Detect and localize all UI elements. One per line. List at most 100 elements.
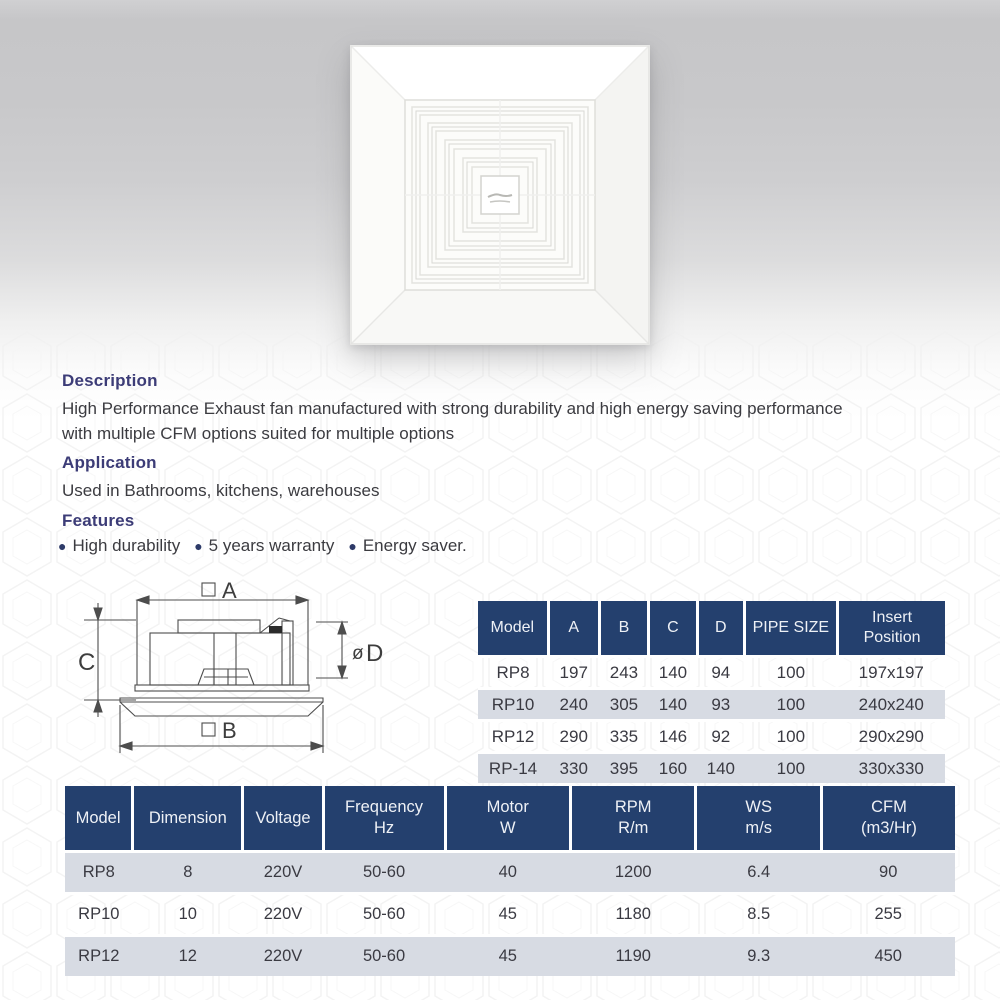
table-cell: 100 bbox=[744, 751, 838, 783]
table-cell: 140 bbox=[648, 655, 698, 689]
feature-item: ● Energy saver. bbox=[348, 536, 466, 556]
feature-item: ● 5 years warranty bbox=[194, 536, 334, 556]
dimension-table: Model A B C D PIPE SIZE Insert Position RP8 197… bbox=[478, 601, 945, 783]
table-cell: 100 bbox=[744, 655, 838, 689]
column-header: RPM R/m bbox=[570, 786, 698, 852]
table-cell: 290x290 bbox=[837, 719, 945, 753]
fan-center-brand-label bbox=[480, 175, 520, 215]
table-row: RP12 290 335 146 92 100 290x290 bbox=[478, 719, 945, 753]
dimension-drawing: A B C ø D bbox=[78, 578, 383, 753]
column-header: Voltage bbox=[242, 786, 325, 852]
table-cell: 255 bbox=[821, 892, 955, 936]
table-cell: 450 bbox=[821, 934, 955, 976]
table-cell: 140 bbox=[648, 687, 698, 721]
diagram-label-d-prefix: ø bbox=[352, 643, 364, 664]
application-text: Used in Bathrooms, kitchens, warehouses bbox=[62, 481, 380, 500]
table-cell: 243 bbox=[599, 655, 649, 689]
table-cell: RP-14 bbox=[478, 751, 549, 783]
column-header: D bbox=[697, 601, 746, 657]
diagram-label-c: C bbox=[78, 649, 95, 676]
feature-label: Energy saver. bbox=[362, 536, 467, 555]
column-header: Model bbox=[65, 786, 135, 852]
table-cell: 240 bbox=[548, 687, 600, 721]
table-cell: 40 bbox=[445, 850, 571, 894]
table-cell: RP10 bbox=[65, 892, 133, 936]
diagram-label-d: D bbox=[366, 640, 383, 667]
table-cell: 92 bbox=[697, 719, 745, 753]
table-cell: 140 bbox=[697, 751, 745, 783]
feature-label: High durability bbox=[72, 536, 181, 555]
table-cell: 50-60 bbox=[323, 850, 445, 894]
table-cell: RP12 bbox=[65, 934, 133, 976]
column-header: PIPE SIZE bbox=[744, 601, 840, 657]
fan-grille-graphic bbox=[349, 44, 651, 346]
table-cell: 305 bbox=[599, 687, 649, 721]
table-cell: 330x330 bbox=[837, 751, 945, 783]
table-cell: 220V bbox=[242, 892, 324, 936]
table-cell: RP12 bbox=[478, 719, 549, 753]
diagram-label-a: A bbox=[222, 578, 237, 603]
spec-table: Model Dimension Voltage Frequency Hz Motor W… bbox=[65, 786, 955, 976]
features-heading: Features bbox=[62, 511, 135, 530]
table-cell: 240x240 bbox=[837, 687, 945, 721]
description-heading: Description bbox=[62, 371, 158, 390]
table-cell: 45 bbox=[445, 934, 571, 976]
table-cell: 10 bbox=[132, 892, 243, 936]
column-header: Model bbox=[478, 601, 550, 657]
table-row: RP10 10 220V 50-60 45 1180 8.5 255 bbox=[65, 892, 955, 936]
column-header: A bbox=[548, 601, 601, 657]
table-cell: 335 bbox=[599, 719, 649, 753]
table-cell: 220V bbox=[242, 934, 324, 976]
table-cell: 100 bbox=[744, 687, 838, 721]
table-cell: 160 bbox=[648, 751, 698, 783]
table-cell: 45 bbox=[445, 892, 571, 936]
feature-item: ● High durability bbox=[58, 536, 180, 556]
table-cell: 1190 bbox=[570, 934, 696, 976]
table-cell: 395 bbox=[599, 751, 649, 783]
table-cell: RP8 bbox=[478, 655, 549, 689]
table-cell: 94 bbox=[697, 655, 745, 689]
table-cell: 12 bbox=[132, 934, 243, 976]
table-cell: 197x197 bbox=[837, 655, 945, 689]
table-cell: 9.3 bbox=[695, 934, 822, 976]
table-cell: RP8 bbox=[65, 850, 133, 894]
column-header: C bbox=[648, 601, 699, 657]
table-cell: 100 bbox=[744, 719, 838, 753]
dimension-table-header-row: Model A B C D PIPE SIZE Insert Position bbox=[478, 601, 945, 657]
table-cell: RP10 bbox=[478, 687, 549, 721]
diagram-label-b: B bbox=[222, 718, 237, 743]
spec-table-header-row: Model Dimension Voltage Frequency Hz Motor W… bbox=[65, 786, 955, 852]
column-header: Frequency Hz bbox=[323, 786, 447, 852]
table-cell: 6.4 bbox=[695, 850, 822, 894]
feature-label: 5 years warranty bbox=[208, 536, 335, 555]
table-cell: 8 bbox=[132, 850, 243, 894]
table-row: RP8 8 220V 50-60 40 1200 6.4 90 bbox=[65, 850, 955, 894]
table-cell: 93 bbox=[697, 687, 745, 721]
table-cell: 50-60 bbox=[323, 934, 445, 976]
table-row: RP8 197 243 140 94 100 197x197 bbox=[478, 655, 945, 689]
column-header: Dimension bbox=[132, 786, 245, 852]
table-cell: 290 bbox=[548, 719, 600, 753]
column-header: WS m/s bbox=[695, 786, 823, 852]
table-row: RP12 12 220V 50-60 45 1190 9.3 450 bbox=[65, 934, 955, 976]
bullet-icon: ● bbox=[348, 538, 357, 554]
column-header: Motor W bbox=[445, 786, 572, 852]
table-cell: 50-60 bbox=[323, 892, 445, 936]
column-header: CFM (m3/Hr) bbox=[821, 786, 955, 852]
column-header: Insert Position bbox=[837, 601, 945, 657]
table-cell: 90 bbox=[821, 850, 955, 894]
application-heading: Application bbox=[62, 453, 157, 472]
table-cell: 8.5 bbox=[695, 892, 822, 936]
table-cell: 197 bbox=[548, 655, 600, 689]
bullet-icon: ● bbox=[58, 538, 67, 554]
table-row: RP-14 330 395 160 140 100 330x330 bbox=[478, 751, 945, 783]
table-cell: 330 bbox=[548, 751, 600, 783]
table-cell: 1180 bbox=[570, 892, 696, 936]
column-header: B bbox=[599, 601, 650, 657]
description-text: High Performance Exhaust fan manufacture… bbox=[62, 399, 843, 443]
table-cell: 146 bbox=[648, 719, 698, 753]
table-cell: 220V bbox=[242, 850, 324, 894]
table-cell: 1200 bbox=[570, 850, 696, 894]
table-row: RP10 240 305 140 93 100 240x240 bbox=[478, 687, 945, 721]
bullet-icon: ● bbox=[194, 538, 203, 554]
